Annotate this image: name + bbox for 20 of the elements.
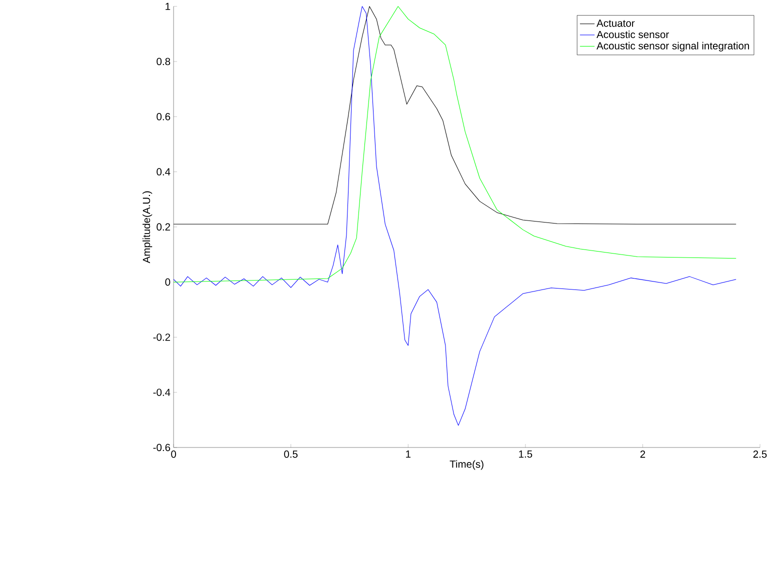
legend-label: Acoustic sensor [596, 30, 669, 38]
y-tick-label: 0.2 [156, 223, 170, 230]
x-tick-label: 1.5 [519, 450, 532, 458]
y-tick-label: -0.6 [153, 444, 170, 451]
x-axis-title: Time(s) [450, 460, 484, 470]
x-tick-label: 2.5 [753, 450, 767, 458]
x-tick-label: 1 [406, 450, 411, 458]
legend-label: Actuator [596, 20, 635, 27]
y-tick-label: -0.4 [153, 388, 170, 396]
y-tick-label: 0 [165, 278, 170, 286]
y-axis-title: Amplitude(A.U.) [142, 191, 152, 264]
y-tick-label: 1 [166, 2, 170, 10]
y-tick-label: 0.8 [156, 58, 170, 65]
y-tick-label: 0.4 [156, 168, 170, 176]
legend-label: Acoustic sensor signal integration [596, 42, 749, 52]
x-tick-label: 0 [171, 450, 176, 458]
y-tick-label: 0.6 [156, 112, 170, 120]
y-tick-label: -0.2 [153, 333, 170, 341]
x-tick-label: 2 [640, 450, 646, 458]
x-tick-label: 0.5 [284, 450, 298, 458]
